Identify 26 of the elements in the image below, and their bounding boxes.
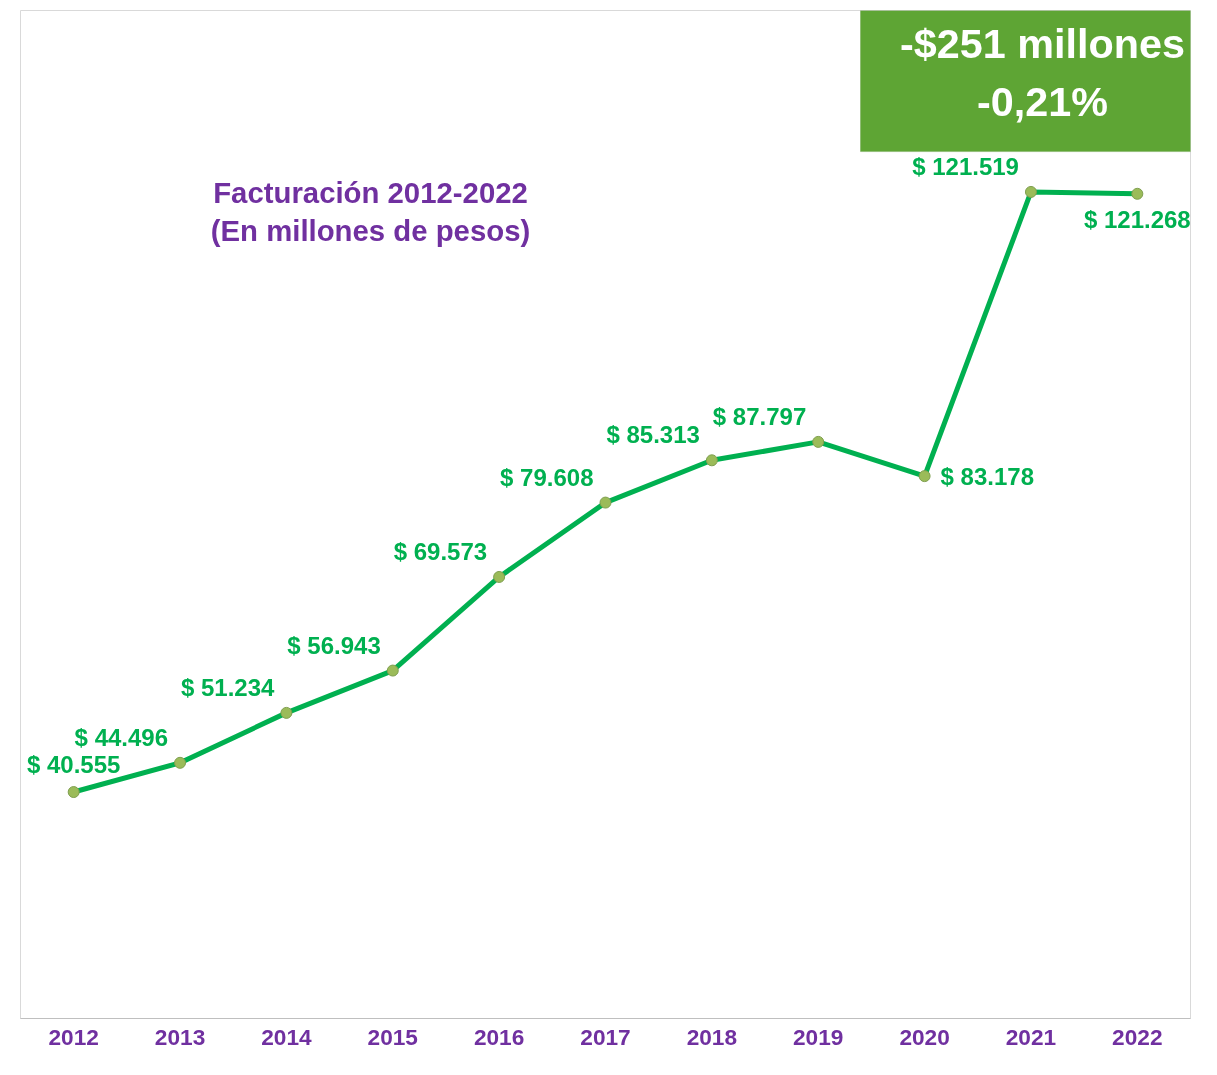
data-label: $ 56.943	[287, 631, 381, 659]
x-tick-label: 2014	[261, 1023, 313, 1050]
x-tick-label: 2016	[473, 1023, 525, 1050]
x-tick-label: 2012	[48, 1023, 99, 1050]
data-label: $ 51.234	[180, 673, 276, 701]
x-tick-label: 2013	[154, 1023, 206, 1050]
data-label: $ 87.797	[712, 402, 807, 430]
x-tick-label: 2022	[1112, 1023, 1163, 1050]
data-label: $ 69.573	[393, 537, 488, 565]
text: Facturación 2012-2022	[213, 175, 528, 209]
data-label: $ 40.555	[26, 751, 121, 779]
x-tick-label: 2015	[367, 1023, 418, 1050]
x-tick-label: 2018	[686, 1023, 738, 1050]
x-tick-label: 2021	[1005, 1023, 1057, 1050]
data-label: $ 121.519	[912, 152, 1019, 180]
x-tick-label: 2017	[580, 1023, 631, 1050]
data-label: $ 85.313	[606, 421, 700, 449]
x-tick-label: 2020	[899, 1023, 950, 1050]
data-label: $ 44.496	[74, 723, 169, 751]
x-tick-label: 2019	[793, 1023, 844, 1050]
text: (En millones de pesos)	[210, 213, 531, 247]
data-label: $ 83.178	[940, 462, 1035, 490]
annotation: -0,21%	[977, 78, 1108, 125]
data-label: $ 121.268	[1083, 205, 1191, 233]
annotation: -$251 millones	[900, 20, 1185, 67]
data-label: $ 79.608	[500, 463, 594, 491]
